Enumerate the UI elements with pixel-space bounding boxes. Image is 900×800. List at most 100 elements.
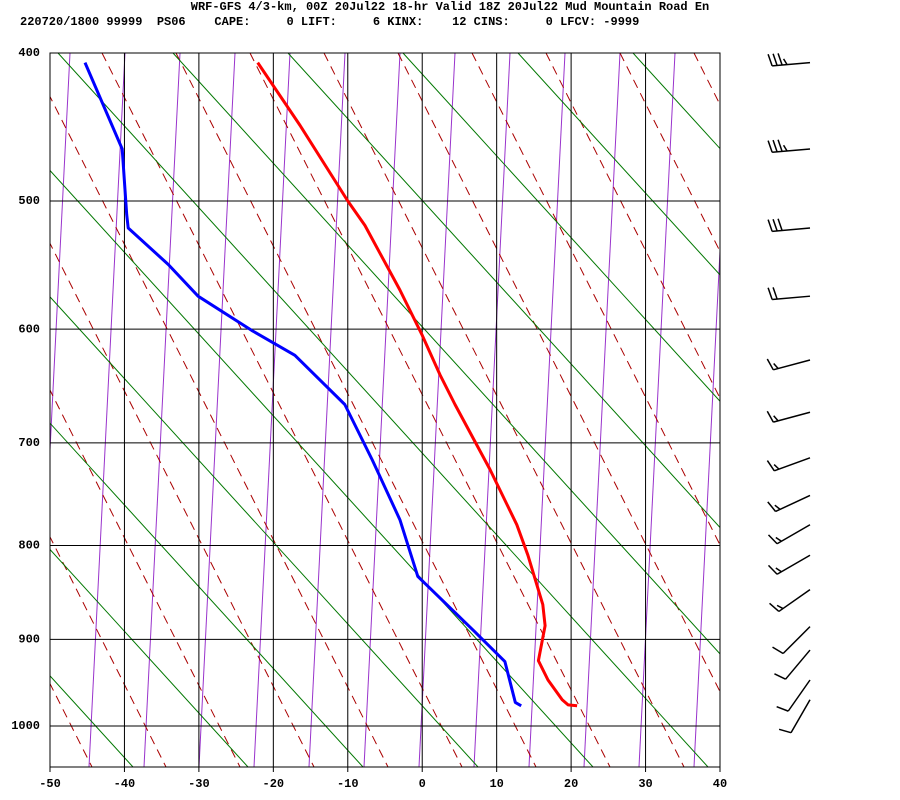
dry-adiabat (50, 242, 315, 767)
barb-shaft (776, 524, 811, 545)
isotherm-guide (363, 53, 401, 767)
isotherm-guide (638, 53, 676, 767)
barb-shaft (773, 359, 811, 371)
barb-feather (777, 53, 783, 66)
barb-shaft (774, 457, 811, 472)
moist-guide (57, 53, 709, 767)
barb-feather (776, 706, 789, 712)
barb-feather (769, 602, 780, 613)
x-tick-label: 20 (564, 777, 578, 791)
barb-feather (772, 646, 784, 655)
x-tick-label: -20 (263, 777, 285, 791)
dry-adiabat (50, 535, 167, 767)
barb-feather (782, 58, 788, 65)
x-tick-label: 30 (638, 777, 652, 791)
moist-guide (50, 548, 249, 767)
barb-shaft (772, 61, 811, 67)
y-tick-label: 600 (18, 322, 40, 336)
barb-shaft (773, 411, 811, 423)
barb-feather (772, 53, 778, 66)
wind-barb (769, 589, 811, 613)
moist-guide (748, 53, 900, 767)
isotherm-guide (198, 53, 236, 767)
plot-frame (49, 52, 721, 768)
dry-adiabat (619, 53, 720, 253)
barb-shaft (775, 494, 811, 513)
x-tick-label: -10 (337, 777, 359, 791)
barb-feather (772, 218, 778, 232)
dry-adiabat (0, 53, 18, 767)
isotherm-guide (473, 53, 511, 767)
y-tick-label: 500 (18, 194, 40, 208)
chart-subtitle: 220720/1800 99999 PS06 CAPE: 0 LIFT: 6 K… (20, 15, 639, 29)
wind-barb (766, 410, 811, 423)
dry-adiabat (397, 53, 720, 693)
barb-shaft (778, 589, 811, 613)
wind-barb (767, 218, 811, 233)
wind-barb (774, 649, 811, 680)
chart-title: WRF-GFS 4/3-km, 00Z 20Jul22 18-hr Valid … (191, 0, 709, 14)
barb-feather (767, 140, 773, 153)
moist-guide (172, 53, 720, 655)
reference-lines (0, 53, 900, 767)
moist-guide (50, 296, 479, 767)
barb-shaft (776, 554, 811, 575)
moist-guide (402, 53, 720, 402)
barb-feather (773, 415, 779, 422)
barb-feather (774, 504, 781, 510)
barb-feather (774, 673, 786, 680)
isotherm-guide (308, 53, 346, 767)
isotherm-guide (253, 53, 291, 767)
dry-adiabat (101, 53, 463, 767)
barb-feather (777, 218, 783, 231)
barb-feather (767, 534, 778, 545)
x-tick-label: 0 (419, 777, 426, 791)
x-tick-label: 10 (489, 777, 503, 791)
wind-barb (767, 494, 811, 513)
isotherm-guide (50, 53, 71, 460)
x-tick-label: -50 (39, 777, 61, 791)
barb-feather (767, 287, 773, 300)
barb-shaft (772, 148, 811, 154)
barb-feather (766, 410, 774, 423)
barb-feather (766, 358, 774, 371)
y-tick-label: 1000 (11, 719, 40, 733)
dry-adiabat (323, 53, 685, 767)
barb-feather (767, 501, 777, 512)
barb-shaft (790, 699, 811, 734)
isotherm-guide (0, 53, 15, 767)
dry-adiabat (768, 53, 900, 767)
isotherm-guide (418, 53, 456, 767)
wind-barb (772, 626, 811, 655)
barb-feather (778, 728, 792, 734)
wind-barb (767, 554, 811, 575)
barb-shaft (782, 626, 811, 655)
x-tick-label: -30 (188, 777, 210, 791)
dry-adiabat (175, 53, 537, 767)
barb-shaft (787, 679, 811, 712)
wind-barb (767, 287, 811, 301)
wind-barb (778, 699, 811, 734)
wind-barb (767, 524, 811, 545)
moist-guide (0, 53, 18, 767)
dry-adiabat (50, 682, 93, 767)
moist-guide (287, 53, 720, 529)
dry-adiabat (693, 53, 720, 106)
barb-feather (772, 139, 778, 153)
moist-guide (50, 422, 364, 767)
barb-feather (766, 460, 775, 472)
profile-line (256, 61, 578, 708)
y-tick-label: 400 (18, 46, 40, 60)
isotherm-guide (583, 53, 621, 767)
barb-feather (767, 53, 773, 67)
y-tick-label: 700 (18, 436, 40, 450)
x-tick-label: -40 (114, 777, 136, 791)
dry-adiabat (545, 53, 720, 400)
wind-barb (776, 679, 811, 712)
barb-shaft (772, 295, 811, 301)
x-tick-label: 40 (713, 777, 727, 791)
barb-feather (777, 139, 783, 152)
isotherm-guide (88, 53, 126, 767)
y-tick-label: 800 (18, 539, 40, 553)
